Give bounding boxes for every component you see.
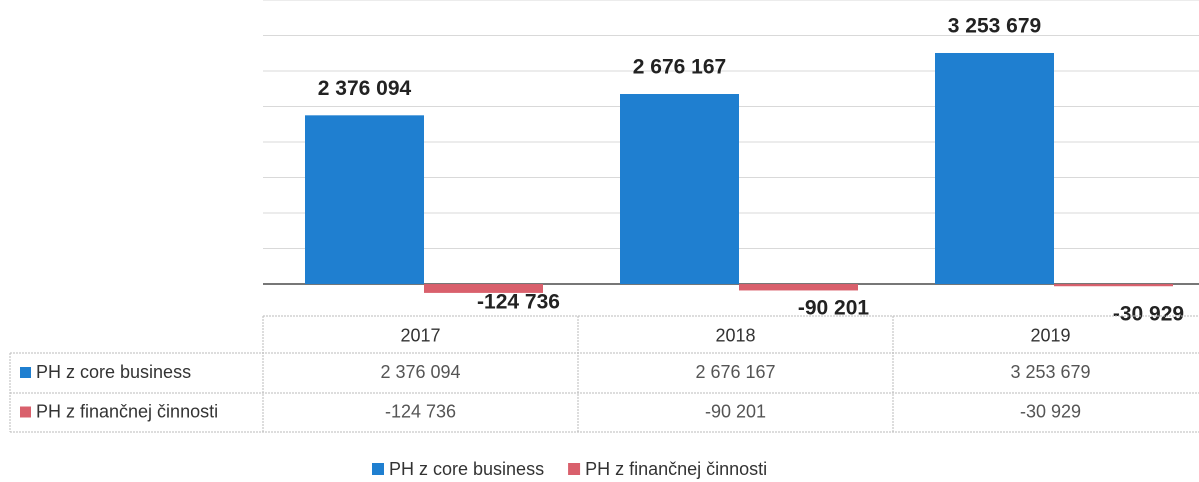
value-label: -90 201: [798, 297, 870, 320]
table-cell: 2 376 094: [380, 362, 460, 382]
table-cell: -124 736: [385, 401, 456, 421]
legend-label: PH z finančnej činnosti: [585, 459, 767, 479]
legend-label: PH z core business: [389, 459, 544, 479]
value-label: -30 929: [1113, 303, 1184, 326]
bar: [620, 94, 739, 285]
table-header: 2019: [1030, 325, 1070, 345]
value-label: 2 676 167: [633, 56, 726, 79]
legend-key: [20, 367, 31, 378]
row-label: PH z finančnej činnosti: [36, 401, 218, 421]
table-cell: 2 676 167: [695, 362, 775, 382]
value-label: 2 376 094: [318, 77, 412, 100]
value-label: -124 736: [477, 291, 560, 314]
table-header: 2017: [400, 325, 440, 345]
bar: [1054, 284, 1173, 287]
bar: [424, 284, 543, 293]
legend-key: [372, 463, 384, 475]
table-cell: -30 929: [1020, 401, 1081, 421]
bar: [305, 115, 424, 285]
table-cell: 3 253 679: [1010, 362, 1090, 382]
table-header: 2018: [715, 325, 755, 345]
value-label: 3 253 679: [948, 15, 1041, 38]
bar: [739, 284, 858, 291]
bar: [935, 52, 1054, 285]
legend-key: [20, 406, 31, 418]
row-label: PH z core business: [36, 362, 191, 382]
table-cell: -90 201: [705, 401, 766, 421]
legend-key: [568, 463, 581, 475]
